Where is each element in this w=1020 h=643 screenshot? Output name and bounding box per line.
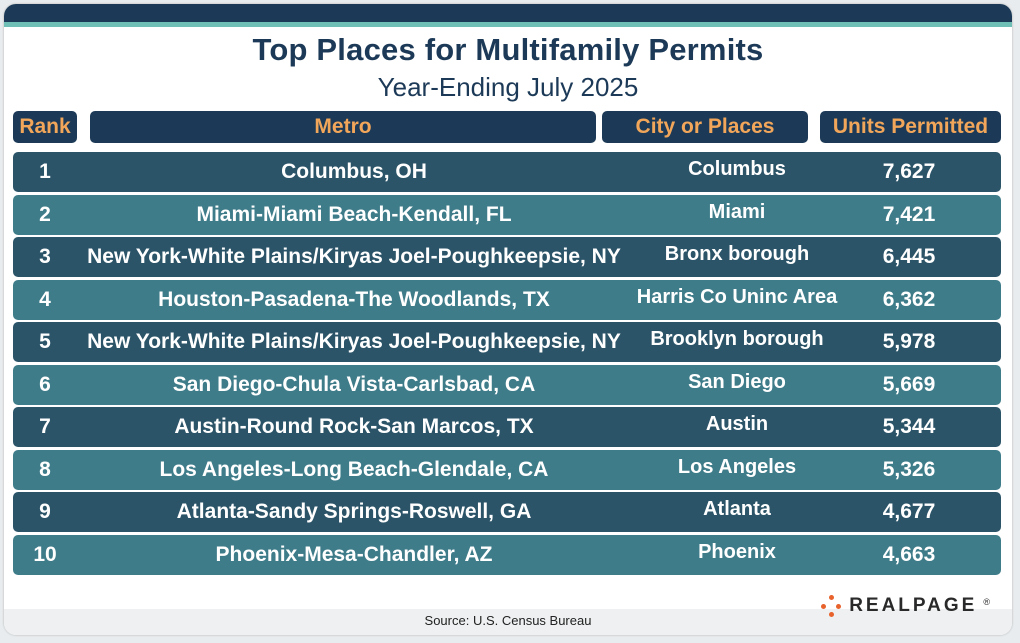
- table-row: 7 Austin-Round Rock-San Marcos, TX Austin 5…: [13, 407, 1001, 447]
- metro-cell: Houston-Pasadena-The Woodlands, TX: [158, 287, 550, 311]
- units-cell: 6,362: [882, 287, 936, 311]
- logo-wordmark: REALPAGE: [849, 595, 978, 616]
- units-cell: 4,677: [882, 500, 936, 523]
- table-row: 9 Atlanta-Sandy Springs-Roswell, GA Atlant…: [13, 492, 1001, 532]
- top-bar-accent: [4, 22, 1012, 27]
- metro-cell: Los Angeles-Long Beach-Glendale, CA: [159, 457, 549, 481]
- city-cell: Bronx borough: [664, 243, 810, 265]
- city-cell: Los Angeles: [677, 455, 797, 478]
- city-cell: Atlanta: [703, 498, 771, 520]
- table-row: 6 San Diego-Chula Vista-Carlsbad, CA San D…: [13, 364, 1001, 405]
- rank-cell: 5: [39, 330, 51, 353]
- units-cell: 6,445: [882, 245, 936, 268]
- chart-subtitle: Year-Ending July 2025: [377, 72, 639, 102]
- column-header-city: City or Places: [602, 111, 808, 143]
- metro-cell: Columbus, OH: [281, 160, 427, 183]
- source-note: Source: U.S. Census Bureau: [424, 613, 592, 628]
- city-cell: San Diego: [688, 370, 786, 393]
- metro-cell: San Diego-Chula Vista-Carlsbad, CA: [172, 372, 536, 396]
- units-cell: 5,669: [882, 372, 936, 396]
- logo-registered-mark: ®: [983, 597, 990, 607]
- metro-cell: New York-White Plains/Kiryas Joel-Poughk…: [87, 245, 621, 268]
- rank-cell: 4: [39, 287, 51, 311]
- column-header-rank: Rank: [13, 111, 77, 143]
- metro-cell: New York-White Plains/Kiryas Joel-Poughk…: [87, 330, 621, 353]
- city-cell: Harris Co Uninc Area: [636, 285, 838, 308]
- metro-cell: Austin-Round Rock-San Marcos, TX: [174, 415, 534, 438]
- table-row: 2 Miami-Miami Beach-Kendall, FL Miami 7,421: [13, 194, 1001, 235]
- metro-cell: Miami-Miami Beach-Kendall, FL: [196, 202, 512, 226]
- city-cell: Columbus: [688, 158, 786, 180]
- column-header-metro: Metro: [90, 111, 596, 143]
- rank-cell: 8: [39, 457, 51, 481]
- units-cell: 5,978: [882, 330, 936, 353]
- column-header-units: Units Permitted: [820, 111, 1001, 143]
- chart-card: Top Places for Multifamily Permits Year-…: [4, 4, 1012, 635]
- units-cell: 7,421: [882, 202, 936, 226]
- units-cell: 7,627: [882, 160, 936, 183]
- city-cell: Phoenix: [698, 540, 776, 563]
- chart-title: Top Places for Multifamily Permits: [252, 32, 764, 67]
- table-row: 4 Houston-Pasadena-The Woodlands, TX Harri…: [13, 279, 1001, 320]
- table-row: 3 New York-White Plains/Kiryas Joel-Pough…: [13, 237, 1001, 277]
- units-cell: 5,344: [882, 415, 936, 438]
- units-cell: 4,663: [882, 542, 936, 566]
- footer-bar: [4, 609, 1012, 635]
- rank-cell: 6: [39, 372, 51, 396]
- table-row: 8 Los Angeles-Long Beach-Glendale, CA Los …: [13, 449, 1001, 490]
- city-cell: Miami: [708, 200, 766, 223]
- table-row: 5 New York-White Plains/Kiryas Joel-Pough…: [13, 322, 1001, 362]
- metro-cell: Phoenix-Mesa-Chandler, AZ: [215, 542, 493, 566]
- rank-cell: 2: [39, 202, 51, 226]
- rank-cell: 7: [39, 415, 51, 438]
- metro-cell: Atlanta-Sandy Springs-Roswell, GA: [176, 500, 532, 523]
- rank-cell: 1: [39, 160, 51, 183]
- rank-cell: 10: [33, 542, 57, 566]
- table-row: 10 Phoenix-Mesa-Chandler, AZ Phoenix 4,663: [13, 534, 1001, 575]
- city-cell: Brooklyn borough: [650, 328, 824, 350]
- table-row: 1 Columbus, OH Columbus 7,627: [13, 152, 1001, 192]
- rank-cell: 9: [39, 500, 51, 523]
- units-cell: 5,326: [882, 457, 936, 481]
- logo-dots-icon: [821, 595, 843, 617]
- realpage-logo: REALPAGE ®: [821, 593, 990, 619]
- rank-cell: 3: [39, 245, 51, 268]
- top-bar: [4, 4, 1012, 22]
- city-cell: Austin: [705, 413, 769, 435]
